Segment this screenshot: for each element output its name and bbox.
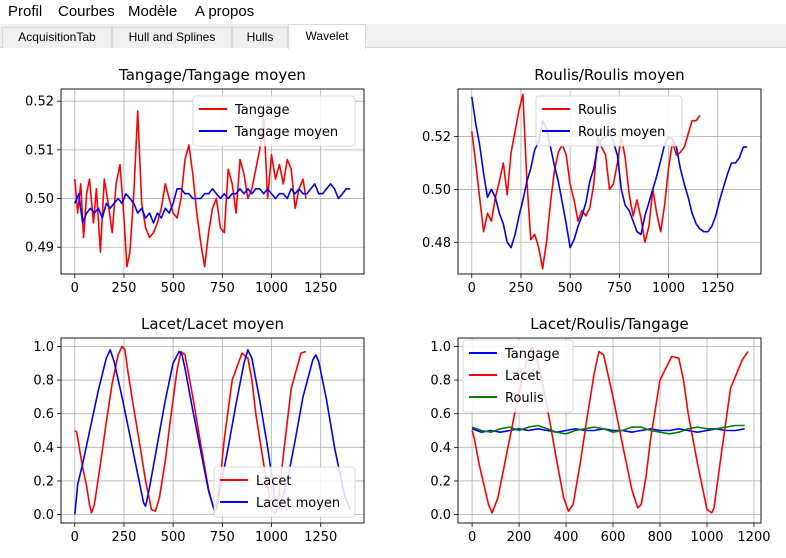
y-tick-label: 0.0	[430, 508, 451, 523]
tab-hulls[interactable]: Hulls	[232, 27, 288, 48]
x-tick-label: 250	[112, 530, 137, 545]
y-tick-label: 0.6	[33, 407, 54, 422]
chart-title: Tangage/Tangage moyen	[118, 66, 306, 84]
chart-panel-2: Lacet/Lacet moyen 0 250 500 750 1000 1250 0.0 0.…	[33, 315, 365, 545]
legend-box	[192, 95, 356, 147]
y-tick-label: 0.2	[430, 474, 451, 489]
menu-a-propos[interactable]: A propos	[195, 3, 255, 20]
legend-box	[535, 95, 683, 147]
legend-label: Tangage	[504, 347, 559, 362]
figure-area: Tangage/Tangage moyen 0 250 500 750 1000 1250 0…	[0, 48, 786, 558]
tab-hull-and-splines[interactable]: Hull and Splines	[112, 27, 232, 48]
x-tick-label: 1000	[652, 281, 685, 296]
y-tick-label: 0.6	[430, 407, 451, 422]
legend-label: Roulis	[578, 103, 617, 118]
legend-label: Lacet moyen	[256, 496, 340, 511]
axes-frame	[457, 337, 762, 524]
legend-label: Tangage moyen	[234, 125, 338, 140]
x-tick-label: 1000	[690, 530, 723, 545]
series-line-lacet	[471, 345, 749, 514]
y-tick-label: 0.8	[430, 374, 451, 389]
y-tick-label: 0.52	[422, 130, 451, 145]
figure-canvas: Tangage/Tangage moyen 0 250 500 750 1000 1250 0…	[25, 66, 770, 545]
y-tick-label: 0.52	[25, 95, 54, 110]
x-tick-label: 1250	[304, 530, 337, 545]
y-tick-label: 0.50	[422, 183, 451, 198]
menu-profil[interactable]: Profil	[8, 3, 43, 20]
series-line-tangage-moyen	[74, 183, 351, 224]
chart-panel-0: Tangage/Tangage moyen 0 250 500 750 1000 1250 0…	[25, 66, 365, 296]
chart-panel-1: Roulis/Roulis moyen 0 250 500 750 1000 1250 0.4…	[422, 66, 762, 296]
legend-label: Tangage	[234, 103, 289, 118]
legend-box	[213, 466, 356, 518]
x-tick-label: 200	[507, 530, 532, 545]
x-tick-label: 750	[607, 281, 632, 296]
series-line-lacet	[74, 345, 307, 514]
axes-frame	[457, 88, 762, 275]
x-tick-label: 250	[509, 281, 534, 296]
x-tick-label: 800	[648, 530, 673, 545]
x-tick-label: 0	[468, 530, 476, 545]
series-line-roulis	[471, 93, 701, 270]
y-tick-label: 0.51	[25, 143, 54, 158]
x-tick-label: 0	[71, 281, 79, 296]
legend-label: Lacet	[256, 474, 291, 489]
x-tick-label: 1200	[737, 530, 770, 545]
x-tick-label: 250	[112, 281, 137, 296]
y-tick-label: 0.4	[430, 441, 451, 456]
chart-panel-3: Lacet/Roulis/Tangage 0 200 400 600 800 1000 120…	[430, 315, 770, 545]
series-line-tangage	[74, 110, 307, 268]
series-line-roulis	[471, 424, 745, 435]
y-tick-label: 1.0	[33, 340, 54, 355]
menu-courbes[interactable]: Courbes	[58, 3, 115, 20]
series-line-lacet-moyen	[74, 348, 351, 515]
x-tick-label: 500	[558, 281, 583, 296]
y-tick-label: 0.50	[25, 192, 54, 207]
chart-title: Roulis/Roulis moyen	[534, 66, 684, 84]
axes-frame	[60, 337, 365, 524]
x-tick-label: 400	[554, 530, 579, 545]
tab-acquisition[interactable]: AcquisitionTab	[2, 27, 112, 48]
menu-modele[interactable]: Modèle	[128, 3, 178, 20]
x-tick-label: 0	[468, 281, 476, 296]
x-tick-label: 1000	[255, 281, 288, 296]
y-tick-label: 1.0	[430, 340, 451, 355]
legend-label: Roulis	[505, 391, 544, 406]
y-tick-label: 0.0	[33, 508, 54, 523]
x-tick-label: 1000	[255, 530, 288, 545]
x-tick-label: 750	[210, 281, 235, 296]
chart-title: Lacet/Roulis/Tangage	[530, 315, 688, 333]
x-tick-label: 600	[601, 530, 626, 545]
axes-frame	[60, 88, 365, 275]
x-tick-label: 750	[210, 530, 235, 545]
x-tick-label: 1250	[701, 281, 734, 296]
y-tick-label: 0.48	[422, 236, 451, 251]
tab-wavelet[interactable]: Wavelet	[288, 24, 366, 49]
legend-label: Roulis moyen	[578, 125, 665, 140]
menu-bar: Profil Courbes Modèle A propos	[0, 0, 786, 24]
y-tick-label: 0.4	[33, 441, 54, 456]
x-tick-label: 500	[161, 530, 186, 545]
legend-box	[462, 339, 574, 413]
tab-bar: AcquisitionTab Hull and Splines Hulls Wa…	[0, 24, 786, 49]
x-tick-label: 0	[71, 530, 79, 545]
x-tick-label: 1250	[304, 281, 337, 296]
x-tick-label: 500	[161, 281, 186, 296]
y-tick-label: 0.8	[33, 374, 54, 389]
legend-label: Lacet	[505, 369, 540, 384]
chart-title: Lacet/Lacet moyen	[141, 315, 284, 333]
y-tick-label: 0.49	[25, 241, 54, 256]
y-tick-label: 0.2	[33, 474, 54, 489]
